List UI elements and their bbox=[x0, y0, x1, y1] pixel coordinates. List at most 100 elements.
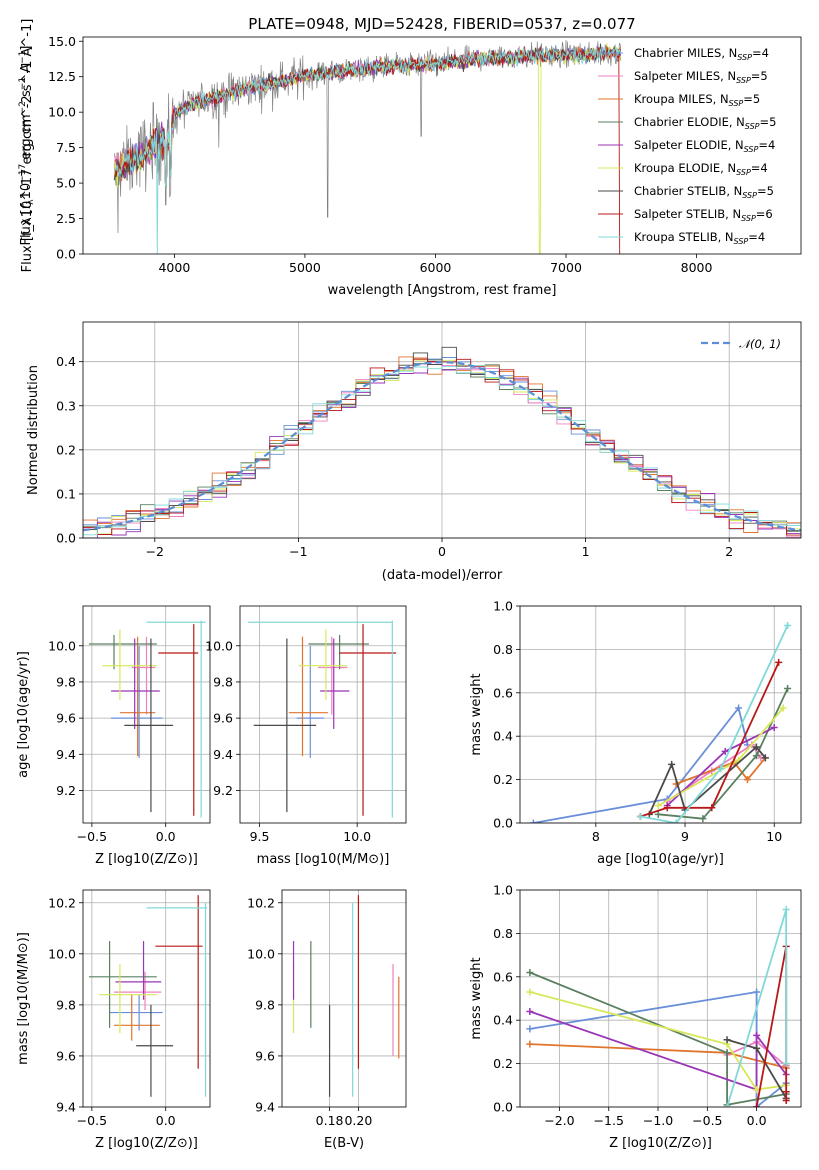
axes-frame bbox=[519, 605, 802, 824]
mass-weight-marker bbox=[779, 704, 787, 712]
axes-frame bbox=[82, 36, 802, 255]
y-axis-label: mass [log10(M/M⊙)] bbox=[16, 932, 31, 1065]
y-tick-label: 1.0 bbox=[493, 883, 513, 898]
y-tick-label: 9.6 bbox=[255, 1048, 275, 1063]
mass-weight-marker bbox=[654, 810, 662, 818]
y-tick-label: 0.3 bbox=[56, 398, 76, 413]
mass-weight-marker bbox=[753, 1103, 761, 1107]
mass-weight-marker bbox=[526, 988, 534, 996]
mass-weight-marker bbox=[752, 743, 760, 751]
errorbar-panel: 0.18 0.20 9.4 9.6 9.8 10.0 10.2 E(B-V) bbox=[247, 889, 407, 1151]
residual-histogram-panel: −2 −1 0 1 2 0.0 0.1 0.2 0.3 0.4 (data-model)/error… bbox=[26, 321, 802, 583]
x-axis-label: Z [log10(Z/Z⊙)] bbox=[95, 852, 198, 867]
y-tick-label: 0.4 bbox=[493, 1013, 513, 1028]
mass-weight-marker bbox=[663, 804, 671, 812]
mass-weight-line bbox=[529, 1010, 787, 1091]
y-tick-label: 9.2 bbox=[56, 783, 76, 798]
axes-frame bbox=[82, 605, 211, 824]
errorbar-panel: −0.5 0.0 9.2 9.4 9.6 9.8 10.0 Z [log10(Z/Z⊙)] ag… bbox=[16, 605, 211, 867]
mass-weight-marker bbox=[735, 704, 743, 712]
y-tick-label: 9.6 bbox=[56, 711, 76, 726]
x-axis-label: age [log10(age/yr)] bbox=[597, 852, 724, 867]
mass-weight-marker bbox=[782, 1088, 790, 1096]
legend-entry: Salpeter STELIB, NSSP=6 bbox=[634, 207, 773, 223]
errorbar-panel: 9.5 10.0 9.2 9.4 9.6 9.8 10.0 mass [log10(M/M⊙)… bbox=[205, 605, 407, 867]
y-tick-label: 0.8 bbox=[493, 926, 513, 941]
x-axis-label: mass [log10(M/M⊙)] bbox=[257, 852, 390, 867]
y-tick-label: 10.0 bbox=[247, 946, 275, 961]
x-tick-label: −1.5 bbox=[594, 1113, 624, 1128]
legend-entry: Salpeter MILES, NSSP=5 bbox=[634, 69, 768, 85]
y-tick-label: 10.0 bbox=[205, 638, 233, 653]
y-tick-label: 0.2 bbox=[493, 1056, 513, 1071]
y-tick-label: 9.6 bbox=[213, 711, 233, 726]
x-tick-label: 10 bbox=[766, 829, 782, 844]
x-tick-label: 8000 bbox=[681, 260, 713, 275]
mass-weight-marker bbox=[526, 1040, 534, 1048]
x-tick-label: 0.0 bbox=[747, 1113, 767, 1128]
mass-weight-marker bbox=[782, 1060, 790, 1068]
x-axis-label: E(B-V) bbox=[324, 1136, 364, 1151]
axes-frame bbox=[281, 889, 407, 1108]
spectrum-panel: 4000 5000 6000 7000 8000 0.0 2.5 5.0 7.5 10.0 12.5… bbox=[18, 15, 802, 298]
mass-weight-line bbox=[640, 625, 789, 823]
y-tick-label: 5.0 bbox=[56, 176, 76, 191]
mass-weight-marker bbox=[526, 968, 534, 976]
x-axis-label: wavelength [Angstrom, rest frame] bbox=[328, 283, 557, 298]
mass-weight-marker bbox=[668, 760, 676, 768]
y-tick-label: 9.4 bbox=[56, 747, 76, 762]
y-tick-label: 7.5 bbox=[56, 140, 76, 155]
mass-weight-marker bbox=[723, 1036, 731, 1044]
y-axis-label: Normed distribution bbox=[26, 365, 41, 495]
x-tick-label: −1 bbox=[289, 544, 307, 559]
x-tick-label: 0.20 bbox=[344, 1113, 372, 1128]
y-tick-label: 0.2 bbox=[493, 772, 513, 787]
mass-weight-line bbox=[666, 743, 762, 803]
mass-weight-marker bbox=[672, 819, 680, 823]
x-tick-label: 8 bbox=[592, 829, 600, 844]
y-tick-label: 10.2 bbox=[48, 895, 76, 910]
legend-entry: Kroupa STELIB, NSSP=4 bbox=[634, 230, 765, 246]
x-tick-label: 9 bbox=[681, 829, 689, 844]
normal-curve-line bbox=[83, 360, 801, 532]
x-tick-label: 9.5 bbox=[250, 829, 270, 844]
y-tick-label: 9.2 bbox=[213, 783, 233, 798]
mass-weight-line bbox=[533, 705, 749, 823]
y-tick-label: 0.0 bbox=[56, 247, 76, 262]
y-tick-label: 10.0 bbox=[48, 946, 76, 961]
y-tick-label: 0.6 bbox=[493, 685, 513, 700]
y-tick-label: 10.2 bbox=[247, 895, 275, 910]
mass-weight-line bbox=[640, 662, 780, 818]
y-tick-label: 9.8 bbox=[255, 997, 275, 1012]
y-tick-label: 9.8 bbox=[56, 997, 76, 1012]
errorbar-panel: −0.5 0.0 9.4 9.6 9.8 10.0 10.2 Z [log10(Z/Z⊙)] m… bbox=[16, 889, 211, 1151]
y-tick-label: 9.8 bbox=[56, 674, 76, 689]
mass-weight-marker bbox=[782, 1096, 790, 1104]
mass-weight-marker bbox=[782, 906, 790, 914]
x-axis-label: Z [log10(Z/Z⊙)] bbox=[609, 1136, 712, 1151]
mass-weight-panel: 8 9 10 0.0 0.2 0.4 0.6 0.8 1.0 age [log10(age/yr)… bbox=[469, 599, 802, 867]
mass-weight-marker bbox=[721, 747, 729, 755]
mass-weight-marker bbox=[775, 658, 783, 666]
x-tick-label: −2 bbox=[146, 544, 164, 559]
y-tick-label: 9.6 bbox=[56, 1048, 76, 1063]
y-tick-label: 9.4 bbox=[213, 747, 233, 762]
mass-weight-marker bbox=[526, 1008, 534, 1016]
x-tick-label: 0.0 bbox=[156, 829, 176, 844]
mass-weight-line bbox=[755, 946, 788, 1107]
y-axis-label: Flux [fλ10−17 erg cm−2 s−1 A−1] bbox=[18, 46, 36, 246]
y-tick-label: 15.0 bbox=[48, 34, 76, 49]
mass-weight-marker bbox=[753, 1044, 761, 1052]
mass-weight-marker bbox=[526, 1025, 534, 1033]
x-tick-label: 0.18 bbox=[316, 1113, 344, 1128]
x-tick-label: −0.5 bbox=[692, 1113, 722, 1128]
mass-weight-marker bbox=[717, 765, 725, 773]
mass-weight-marker bbox=[699, 815, 707, 823]
x-tick-label: 4000 bbox=[158, 260, 190, 275]
y-tick-label: 1.0 bbox=[493, 599, 513, 614]
mass-weight-marker bbox=[654, 802, 662, 810]
y-tick-label: 9.8 bbox=[213, 674, 233, 689]
x-tick-label: 5000 bbox=[289, 260, 321, 275]
mass-weight-marker bbox=[636, 812, 644, 820]
